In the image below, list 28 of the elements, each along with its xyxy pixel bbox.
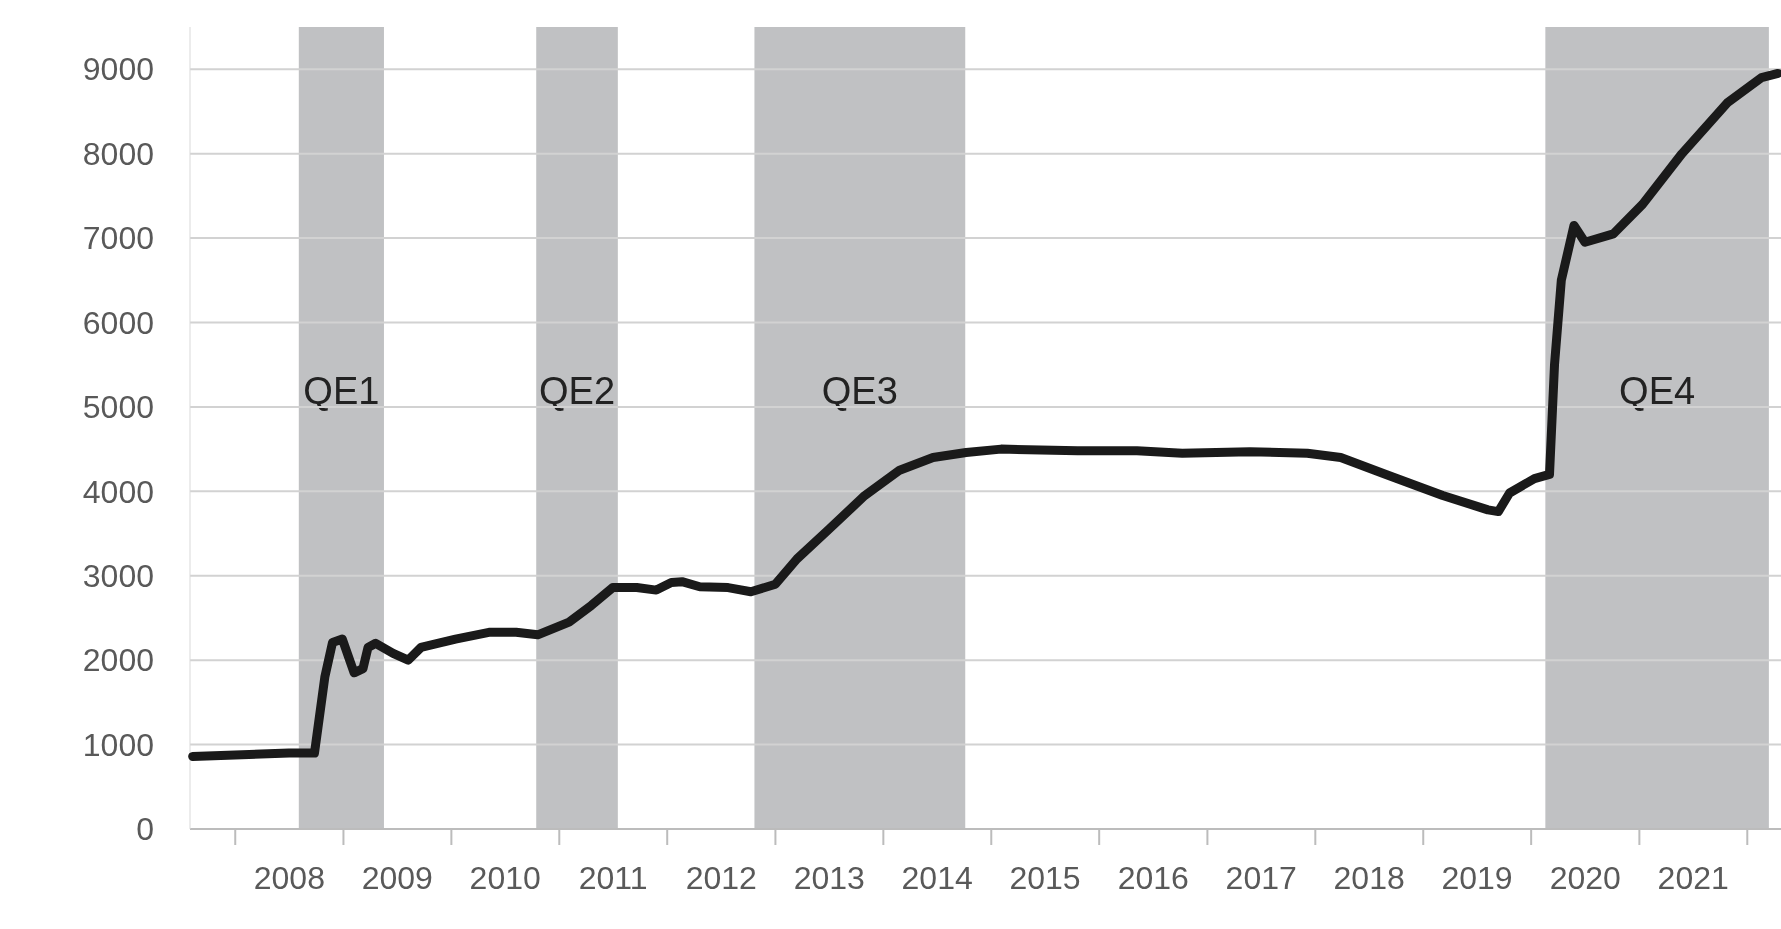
band-label: QE3 [821, 369, 898, 412]
x-tick-label: 2008 [253, 860, 325, 896]
x-tick-label: 2021 [1657, 860, 1729, 896]
x-tick-label: 2010 [469, 860, 541, 896]
x-tick-label: 2018 [1333, 860, 1405, 896]
x-tick-label: 2017 [1225, 860, 1297, 896]
y-tick-label: 9000 [82, 51, 154, 88]
y-tick-label: 7000 [82, 220, 154, 257]
x-tick-label: 2019 [1441, 860, 1513, 896]
y-tick-label: 6000 [82, 304, 154, 341]
y-tick-label: 4000 [82, 473, 154, 510]
x-tick-label: 2011 [578, 860, 648, 896]
band-label: QE4 [1619, 369, 1696, 412]
x-tick-label: 2015 [1009, 860, 1081, 896]
y-tick-label: 1000 [82, 726, 154, 763]
y-tick-label: 0 [136, 811, 154, 848]
y-tick-label: 2000 [82, 642, 154, 679]
x-tick-label: 2016 [1117, 860, 1189, 896]
y-tick-label: 3000 [82, 557, 154, 594]
x-tick-label: 2013 [793, 860, 865, 896]
y-tick-label: 5000 [82, 389, 154, 426]
x-tick-label: 2014 [901, 860, 973, 896]
band-label: QE2 [539, 369, 616, 412]
x-tick-label: 2009 [361, 860, 433, 896]
x-tick-label: 2012 [685, 860, 757, 896]
y-tick-label: 8000 [82, 135, 154, 172]
x-tick-label: 2020 [1549, 860, 1621, 896]
band-label: QE1 [303, 369, 380, 412]
